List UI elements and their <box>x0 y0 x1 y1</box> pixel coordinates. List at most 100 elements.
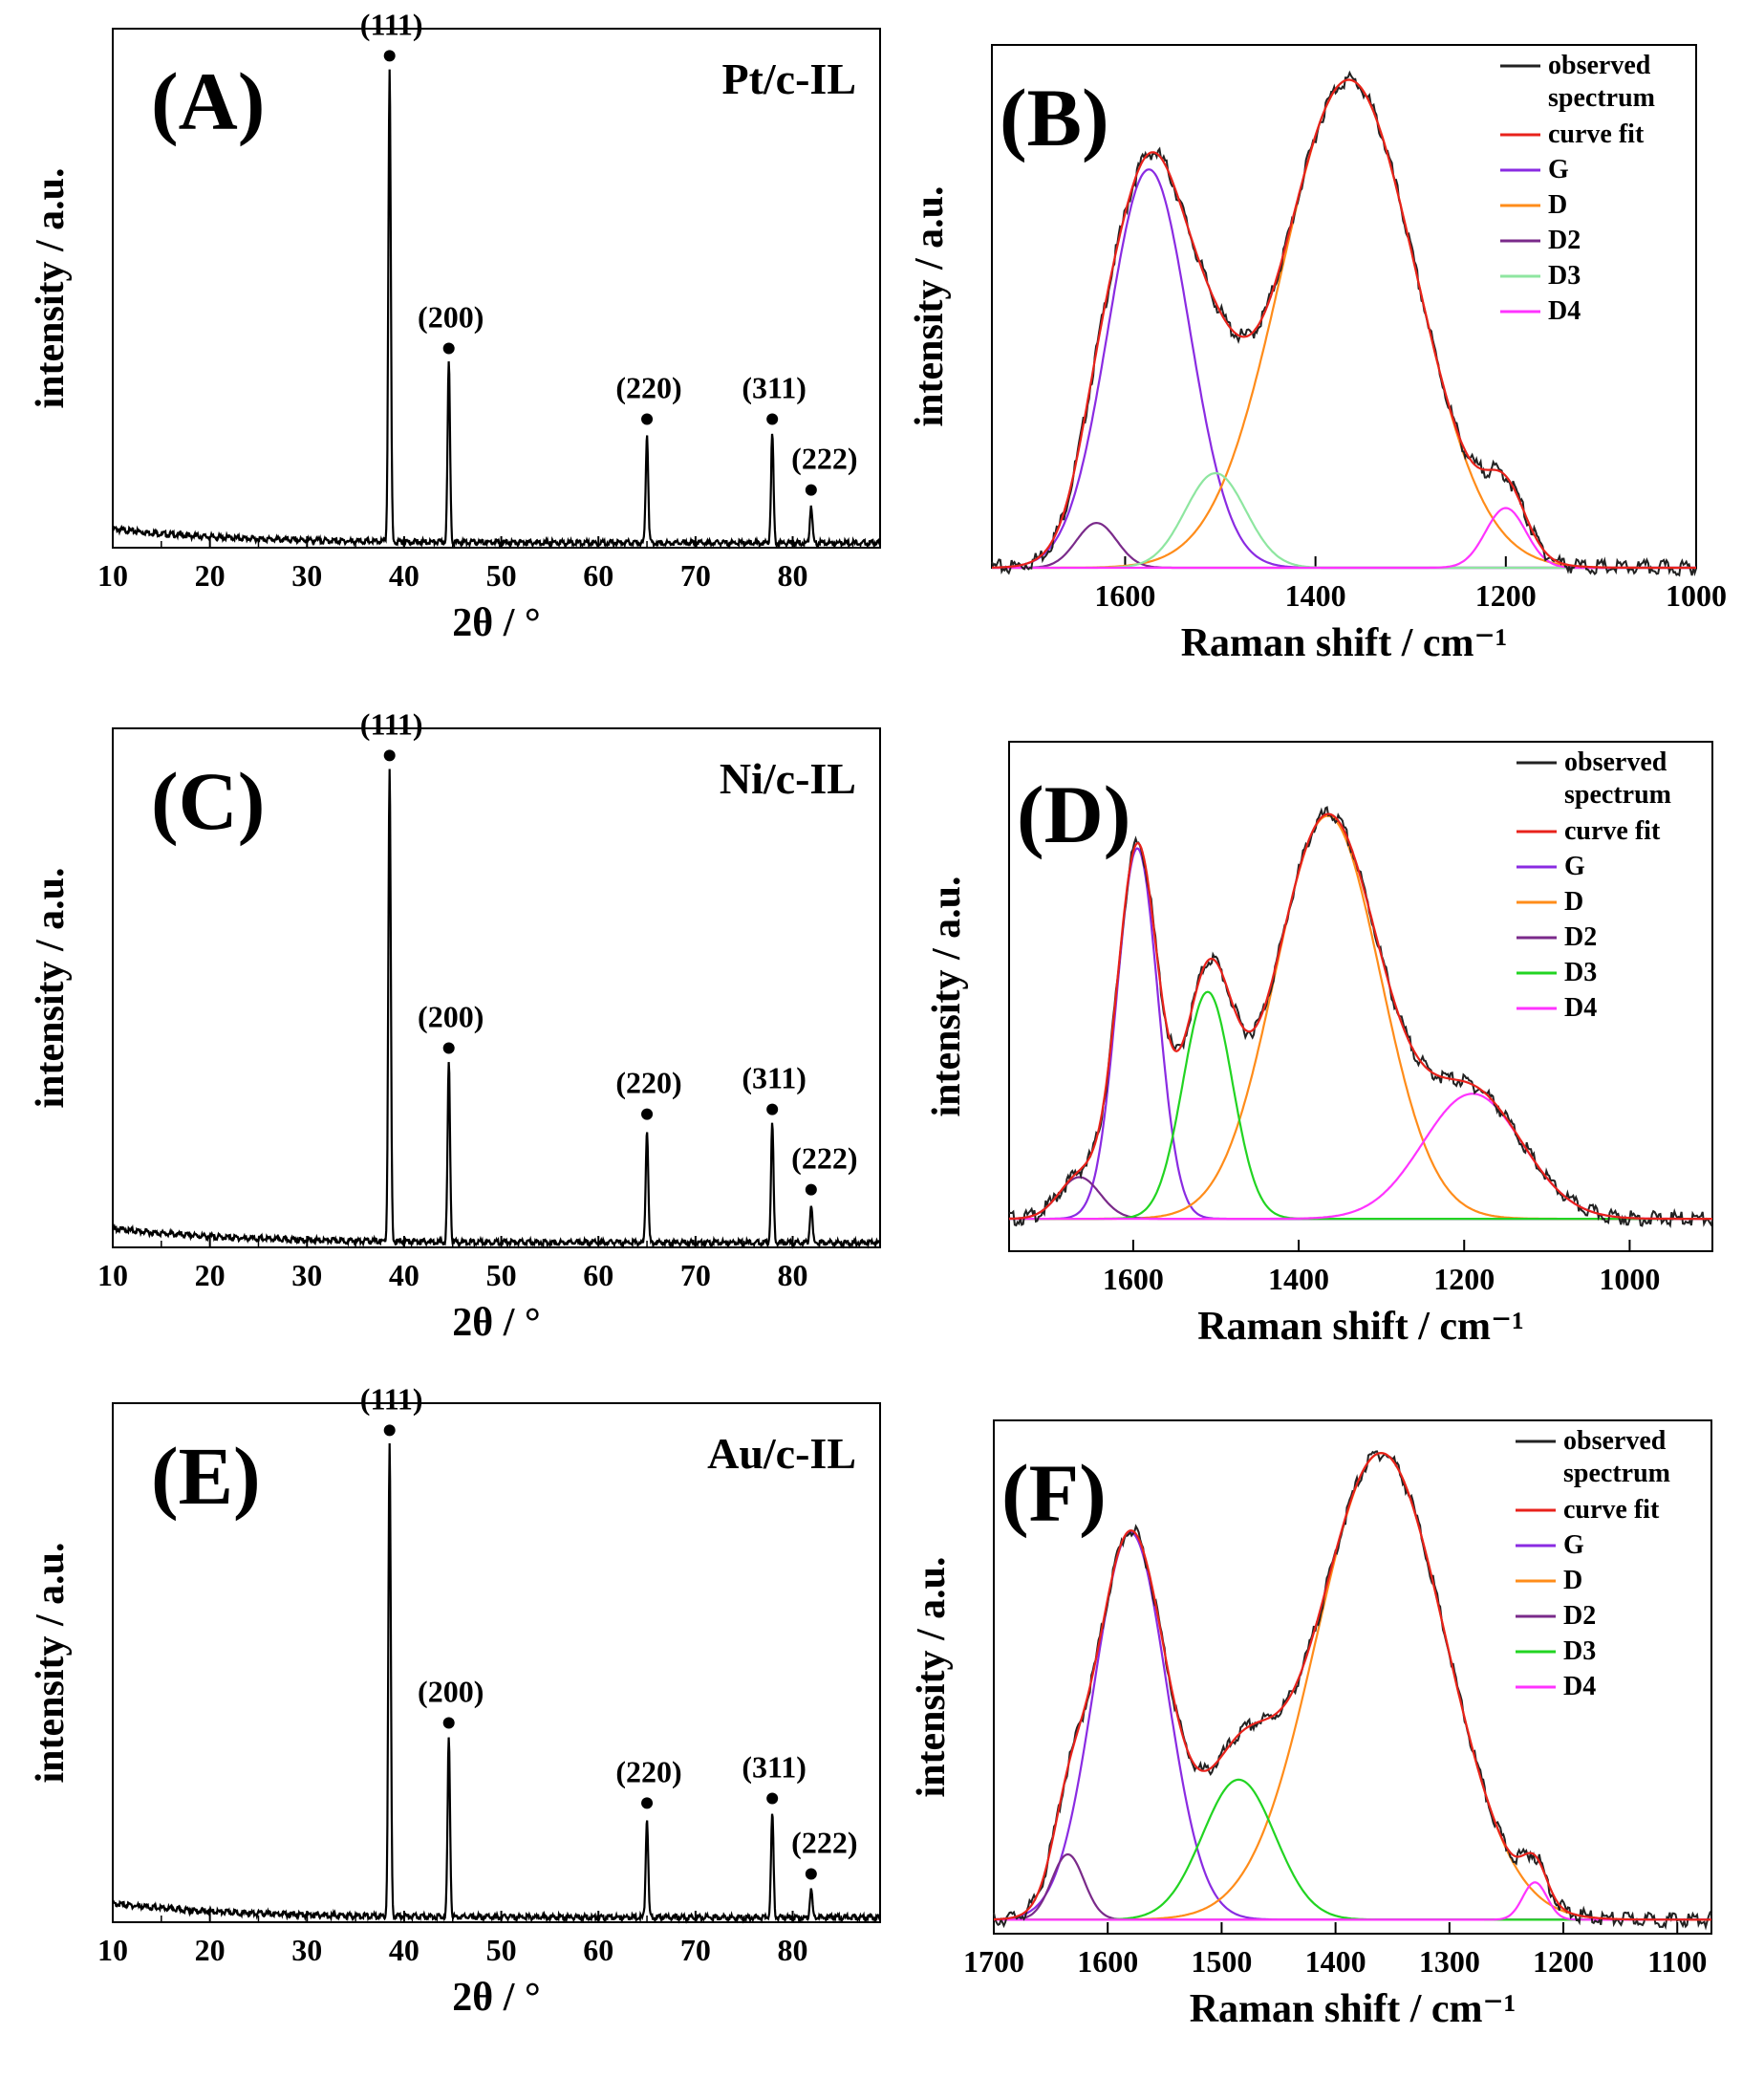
peak-label: (222) <box>791 1825 857 1859</box>
peak-label: (220) <box>615 1754 681 1788</box>
x-tick-label: 40 <box>389 558 419 593</box>
peak-marker <box>766 1792 779 1805</box>
panel-label: (A) <box>151 55 265 147</box>
x-tick-label: 1400 <box>1285 578 1346 613</box>
legend-entry: D4 <box>1548 296 1581 326</box>
peak-marker <box>641 413 654 425</box>
component-d2-curve <box>1008 1176 1712 1221</box>
y-axis-label: intensity / a.u. <box>29 1542 73 1783</box>
legend-entry-line: spectrum <box>1563 1459 1670 1488</box>
panel-label: (D) <box>1017 769 1130 860</box>
peak-label: (200) <box>418 999 484 1033</box>
x-tick-label: 1000 <box>1666 578 1727 613</box>
peak-label: (311) <box>742 371 807 405</box>
legend-entry: D3 <box>1563 1636 1596 1666</box>
legend-entry: curve fit <box>1548 119 1645 149</box>
x-axis-label: 2θ / ° <box>452 1301 540 1345</box>
x-tick-label: 50 <box>486 1258 517 1292</box>
x-tick-label: 80 <box>778 1258 808 1292</box>
sample-label: Pt/c-IL <box>721 54 856 103</box>
x-tick-label: 40 <box>389 1933 419 1967</box>
peak-label: (311) <box>742 1749 807 1784</box>
panel-f: 1700 1600 1500 1400 1300 1200 1100 Raman shift … <box>910 1419 1712 2031</box>
legend-entry: G <box>1548 155 1569 184</box>
component-d2-curve <box>992 521 1696 570</box>
x-tick-label: 1100 <box>1647 1944 1707 1979</box>
x-tick-label: 1200 <box>1475 578 1537 613</box>
x-tick-label: 10 <box>97 1933 128 1967</box>
legend-entry: D2 <box>1564 922 1597 952</box>
x-axis-label: Raman shift / cm⁻¹ <box>1197 1305 1524 1349</box>
panel-label: (B) <box>1000 72 1109 163</box>
legend-entry-line: observed <box>1563 1426 1667 1456</box>
component-g-curve <box>992 168 1696 570</box>
peak-label: (222) <box>791 442 857 476</box>
plot-frame <box>112 1402 881 1923</box>
x-tick-label: 20 <box>195 1258 226 1292</box>
legend-entry-line: spectrum <box>1564 780 1671 810</box>
x-tick-label: 1600 <box>1103 1262 1164 1296</box>
legend-entry: D3 <box>1548 261 1581 291</box>
legend-entry: G <box>1564 852 1585 881</box>
plot-frame <box>112 28 881 549</box>
y-axis-label: intensity / a.u. <box>29 867 73 1108</box>
peak-label: (220) <box>615 1066 681 1100</box>
legend-entry-line: spectrum <box>1548 83 1655 113</box>
panel-c: 10 20 30 40 50 60 70 80 2θ / ° intensity / a.u. (C… <box>29 706 881 1345</box>
peak-marker <box>442 1717 455 1729</box>
x-tick-label: 60 <box>583 1933 613 1967</box>
legend-entry: curve fit <box>1563 1495 1660 1525</box>
curve-fit-curve <box>994 1451 1711 1921</box>
peak-label: (111) <box>360 706 423 741</box>
peak-marker <box>805 484 817 496</box>
peak-marker <box>641 1797 654 1809</box>
panel-e: 10 20 30 40 50 60 70 80 2θ / ° intensity / a.u. (E… <box>29 1381 881 2020</box>
peak-marker <box>805 1183 817 1196</box>
x-axis-label: 2θ / ° <box>452 1976 540 2020</box>
panel-b: 1600 1400 1200 1000 Raman shift / cm⁻¹ intens… <box>908 44 1727 665</box>
plot-frame <box>993 1419 1712 1935</box>
panel-label: (F) <box>1001 1447 1107 1539</box>
legend-entry: D <box>1564 887 1583 917</box>
curve-fit-curve <box>992 78 1696 570</box>
peak-label: (200) <box>418 1674 484 1708</box>
peak-label: (111) <box>360 7 423 41</box>
legend-entry: D <box>1563 1566 1582 1595</box>
peak-marker <box>766 413 779 425</box>
x-tick-label: 1500 <box>1191 1944 1252 1979</box>
x-tick-label: 60 <box>583 1258 613 1292</box>
x-tick-label: 1200 <box>1533 1944 1594 1979</box>
legend-entry: G <box>1563 1530 1584 1560</box>
panel-d: 1600 1400 1200 1000 Raman shift / cm⁻¹ intens… <box>925 741 1713 1349</box>
x-tick-label: 30 <box>291 1933 322 1967</box>
peak-label: (220) <box>615 371 681 405</box>
component-d4-curve <box>992 507 1696 570</box>
x-tick-label: 20 <box>195 1933 226 1967</box>
component-d3-curve <box>994 1778 1711 1921</box>
x-tick-label: 20 <box>195 558 226 593</box>
y-axis-label: intensity / a.u. <box>910 1556 954 1797</box>
legend-entry: observed spectrum <box>1564 747 1671 810</box>
peak-marker <box>641 1108 654 1120</box>
legend-entry: D2 <box>1548 226 1581 255</box>
diffraction-pattern <box>111 69 881 550</box>
x-axis-label: Raman shift / cm⁻¹ <box>1181 621 1508 665</box>
component-g-curve <box>994 1531 1711 1921</box>
peak-marker <box>383 50 396 62</box>
x-tick-label: 10 <box>97 1258 128 1292</box>
x-tick-label: 1400 <box>1268 1262 1329 1296</box>
x-tick-label: 40 <box>389 1258 419 1292</box>
x-tick-label: 80 <box>778 1933 808 1967</box>
component-d3-curve <box>992 471 1696 570</box>
x-tick-label: 80 <box>778 558 808 593</box>
x-tick-label: 1000 <box>1599 1262 1660 1296</box>
sample-label: Ni/c-IL <box>720 754 856 803</box>
panel-label: (C) <box>151 755 265 847</box>
y-axis-label: intensity / a.u. <box>29 167 73 408</box>
x-tick-label: 30 <box>291 558 322 593</box>
x-tick-label: 70 <box>680 558 711 593</box>
legend-entry: D <box>1548 190 1567 220</box>
x-tick-label: 1300 <box>1419 1944 1480 1979</box>
legend-entry: D4 <box>1564 993 1597 1023</box>
